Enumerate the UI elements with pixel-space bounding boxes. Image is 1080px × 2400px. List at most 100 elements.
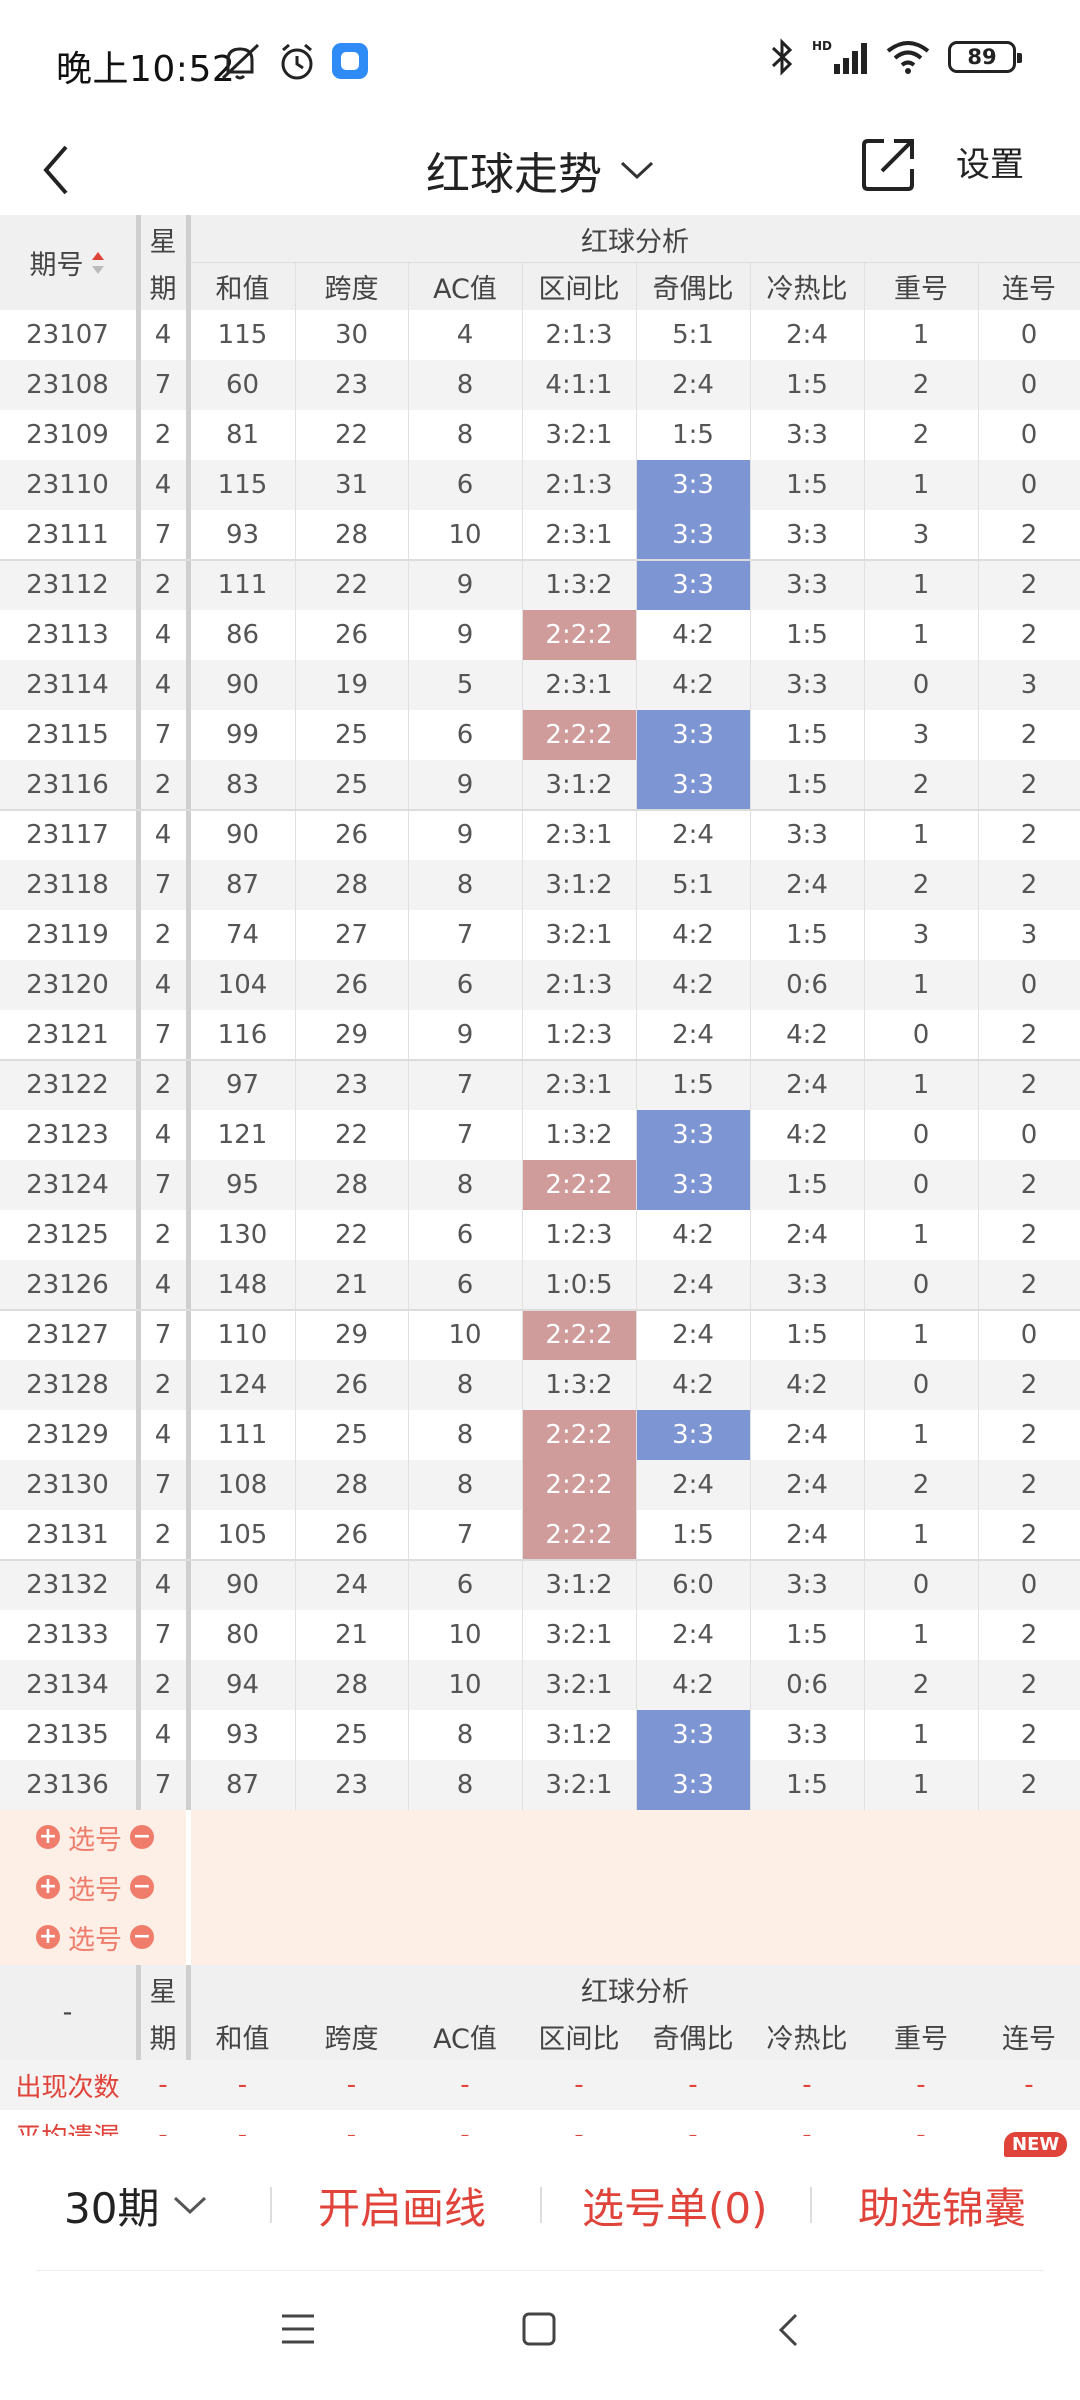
- table-row[interactable]: 23107 4 115 30 4 2:1:3 5:1 2:4 1 0: [0, 310, 1080, 360]
- table-cell: 4: [154, 1720, 172, 1750]
- table-cell: 7: [456, 1070, 474, 1100]
- draw-lines-button[interactable]: 开启画线: [318, 2183, 487, 2233]
- table-cell: 1:0:5: [545, 1270, 613, 1300]
- settings-button[interactable]: 设置: [956, 145, 1024, 185]
- issue-cell: 23128: [26, 1370, 109, 1400]
- table-row[interactable]: 23110 4 115 31 6 2:1:3 3:3 1:5 1 0: [0, 460, 1080, 510]
- pick-number-row[interactable]: + 选号 −: [0, 1812, 190, 1862]
- table-cell: 2:3:1: [545, 670, 613, 700]
- stats-value: -: [158, 2120, 168, 2136]
- table-row[interactable]: 23111 7 93 28 10 2:3:1 3:3 3:3 3 2: [0, 510, 1080, 560]
- table-cell: 0: [912, 1120, 930, 1150]
- table-cell: 21: [334, 1270, 369, 1300]
- table-row[interactable]: 23129 4 111 25 8 2:2:2 3:3 2:4 1 2: [0, 1410, 1080, 1460]
- minus-circle-icon[interactable]: −: [130, 1875, 154, 1899]
- table-row[interactable]: 23108 7 60 23 8 4:1:1 2:4 1:5 2 0: [0, 360, 1080, 410]
- table-row[interactable]: 23124 7 95 28 8 2:2:2 3:3 1:5 0 2: [0, 1160, 1080, 1210]
- issue-cell: 23113: [26, 620, 109, 650]
- table-row[interactable]: 23132 4 90 24 6 3:1:2 6:0 3:3 0 0: [0, 1560, 1080, 1610]
- home-icon[interactable]: [522, 2312, 556, 2346]
- back-arrow-icon[interactable]: [36, 135, 96, 205]
- table-row[interactable]: 23127 7 110 29 10 2:2:2 2:4 1:5 1 0: [0, 1310, 1080, 1360]
- table-row[interactable]: 23134 2 94 28 10 3:2:1 4:2 0:6 2 2: [0, 1660, 1080, 1710]
- table-cell: 1:5: [672, 420, 714, 450]
- column-divider: [978, 262, 979, 1810]
- table-cell: 7: [154, 1470, 172, 1500]
- table-cell: 3:3: [636, 1160, 750, 1210]
- issue-cell: 23110: [26, 470, 109, 500]
- column-header[interactable]: 冷热比: [766, 273, 848, 305]
- table-row[interactable]: 23121 7 116 29 9 1:2:3 2:4 4:2 0 2: [0, 1010, 1080, 1060]
- table-row[interactable]: 23118 7 87 28 8 3:1:2 5:1 2:4 2 2: [0, 860, 1080, 910]
- column-header[interactable]: 和值: [215, 273, 270, 305]
- table-cell: 2:1:3: [545, 470, 613, 500]
- toolbar-divider: [270, 2187, 272, 2223]
- issue-cell: 23119: [26, 920, 109, 950]
- plus-circle-icon[interactable]: +: [36, 1825, 60, 1849]
- table-cell: 2:4: [672, 1620, 714, 1650]
- table-cell: 2:4: [786, 1070, 828, 1100]
- system-back-icon[interactable]: [776, 2312, 800, 2348]
- table-cell: 9: [456, 1020, 474, 1050]
- stats-label: 出现次数: [15, 2072, 120, 2103]
- plus-circle-icon[interactable]: +: [36, 1875, 60, 1899]
- table-row[interactable]: 23113 4 86 26 9 2:2:2 4:2 1:5 1 2: [0, 610, 1080, 660]
- table-cell: 95: [225, 1170, 260, 1200]
- stats-value: -: [460, 2070, 470, 2100]
- pick-number-row[interactable]: + 选号 −: [0, 1912, 190, 1962]
- table-cell: 115: [217, 320, 268, 350]
- pick-list-button[interactable]: 选号单(0): [582, 2183, 768, 2233]
- helper-tips-button[interactable]: 助选锦囊: [858, 2183, 1027, 2233]
- table-cell: 7: [456, 920, 474, 950]
- table-row[interactable]: 23122 2 97 23 7 2:3:1 1:5 2:4 1 2: [0, 1060, 1080, 1110]
- column-header[interactable]: 跨度: [324, 273, 379, 305]
- minus-circle-icon[interactable]: −: [130, 1925, 154, 1949]
- table-cell: 1: [912, 1620, 930, 1650]
- table-row[interactable]: 23114 4 90 19 5 2:3:1 4:2 3:3 0 3: [0, 660, 1080, 710]
- table-cell: 29: [334, 1020, 369, 1050]
- column-divider: [750, 262, 751, 1810]
- table-cell: 1:5: [786, 1320, 828, 1350]
- table-row[interactable]: 23131 2 105 26 7 2:2:2 1:5 2:4 1 2: [0, 1510, 1080, 1560]
- table-cell: 1: [912, 320, 930, 350]
- table-row[interactable]: 23115 7 99 25 6 2:2:2 3:3 1:5 3 2: [0, 710, 1080, 760]
- pick-number-label: 选号: [68, 1824, 122, 1856]
- table-cell: 8: [456, 1170, 474, 1200]
- column-header[interactable]: 连号: [1002, 273, 1056, 305]
- minus-circle-icon[interactable]: −: [130, 1825, 154, 1849]
- table-row[interactable]: 23116 2 83 25 9 3:1:2 3:3 1:5 2 2: [0, 760, 1080, 810]
- table-row[interactable]: 23119 2 74 27 7 3:2:1 4:2 1:5 3 3: [0, 910, 1080, 960]
- table-cell: 3:3: [786, 670, 828, 700]
- column-header[interactable]: 区间比: [538, 273, 620, 305]
- issue-cell: 23124: [26, 1170, 109, 1200]
- table-cell: 2: [1020, 1770, 1038, 1800]
- table-row[interactable]: 23135 4 93 25 8 3:1:2 3:3 3:3 1 2: [0, 1710, 1080, 1760]
- table-row[interactable]: 23126 4 148 21 6 1:0:5 2:4 3:3 0 2: [0, 1260, 1080, 1310]
- issue-header[interactable]: 期号: [0, 215, 135, 310]
- table-row[interactable]: 23112 2 111 22 9 1:3:2 3:3 3:3 1 2: [0, 560, 1080, 610]
- column-header[interactable]: AC值: [433, 273, 497, 305]
- table-row[interactable]: 23123 4 121 22 7 1:3:2 3:3 4:2 0 0: [0, 1110, 1080, 1160]
- period-select[interactable]: 30期: [64, 2140, 207, 2270]
- page-title[interactable]: 红球走势: [0, 125, 1080, 215]
- stats-row: 出现次数 - - - - - - - - -: [0, 2060, 1080, 2110]
- column-header[interactable]: 重号: [894, 273, 948, 305]
- plus-circle-icon[interactable]: +: [36, 1925, 60, 1949]
- table-row[interactable]: 23109 2 81 22 8 3:2:1 1:5 3:3 2 0: [0, 410, 1080, 460]
- table-row[interactable]: 23136 7 87 23 8 3:2:1 3:3 1:5 1 2: [0, 1760, 1080, 1810]
- table-cell: 0:6: [786, 970, 828, 1000]
- share-icon[interactable]: [858, 133, 920, 195]
- table-cell: 2: [912, 1470, 930, 1500]
- table-cell: 3:2:1: [545, 420, 613, 450]
- table-row[interactable]: 23130 7 108 28 8 2:2:2 2:4 2:4 2 2: [0, 1460, 1080, 1510]
- table-row[interactable]: 23117 4 90 26 9 2:3:1 2:4 3:3 1 2: [0, 810, 1080, 860]
- stats-value: -: [237, 2120, 248, 2136]
- column-header[interactable]: 奇偶比: [652, 273, 734, 305]
- menu-icon[interactable]: [280, 2312, 316, 2346]
- table-row[interactable]: 23133 7 80 21 10 3:2:1 2:4 1:5 1 2: [0, 1610, 1080, 1660]
- pick-number-row[interactable]: + 选号 −: [0, 1862, 190, 1912]
- stats-value: -: [1024, 2070, 1034, 2100]
- table-row[interactable]: 23120 4 104 26 6 2:1:3 4:2 0:6 1 0: [0, 960, 1080, 1010]
- table-row[interactable]: 23128 2 124 26 8 1:3:2 4:2 4:2 0 2: [0, 1360, 1080, 1410]
- table-row[interactable]: 23125 2 130 22 6 1:2:3 4:2 2:4 1 2: [0, 1210, 1080, 1260]
